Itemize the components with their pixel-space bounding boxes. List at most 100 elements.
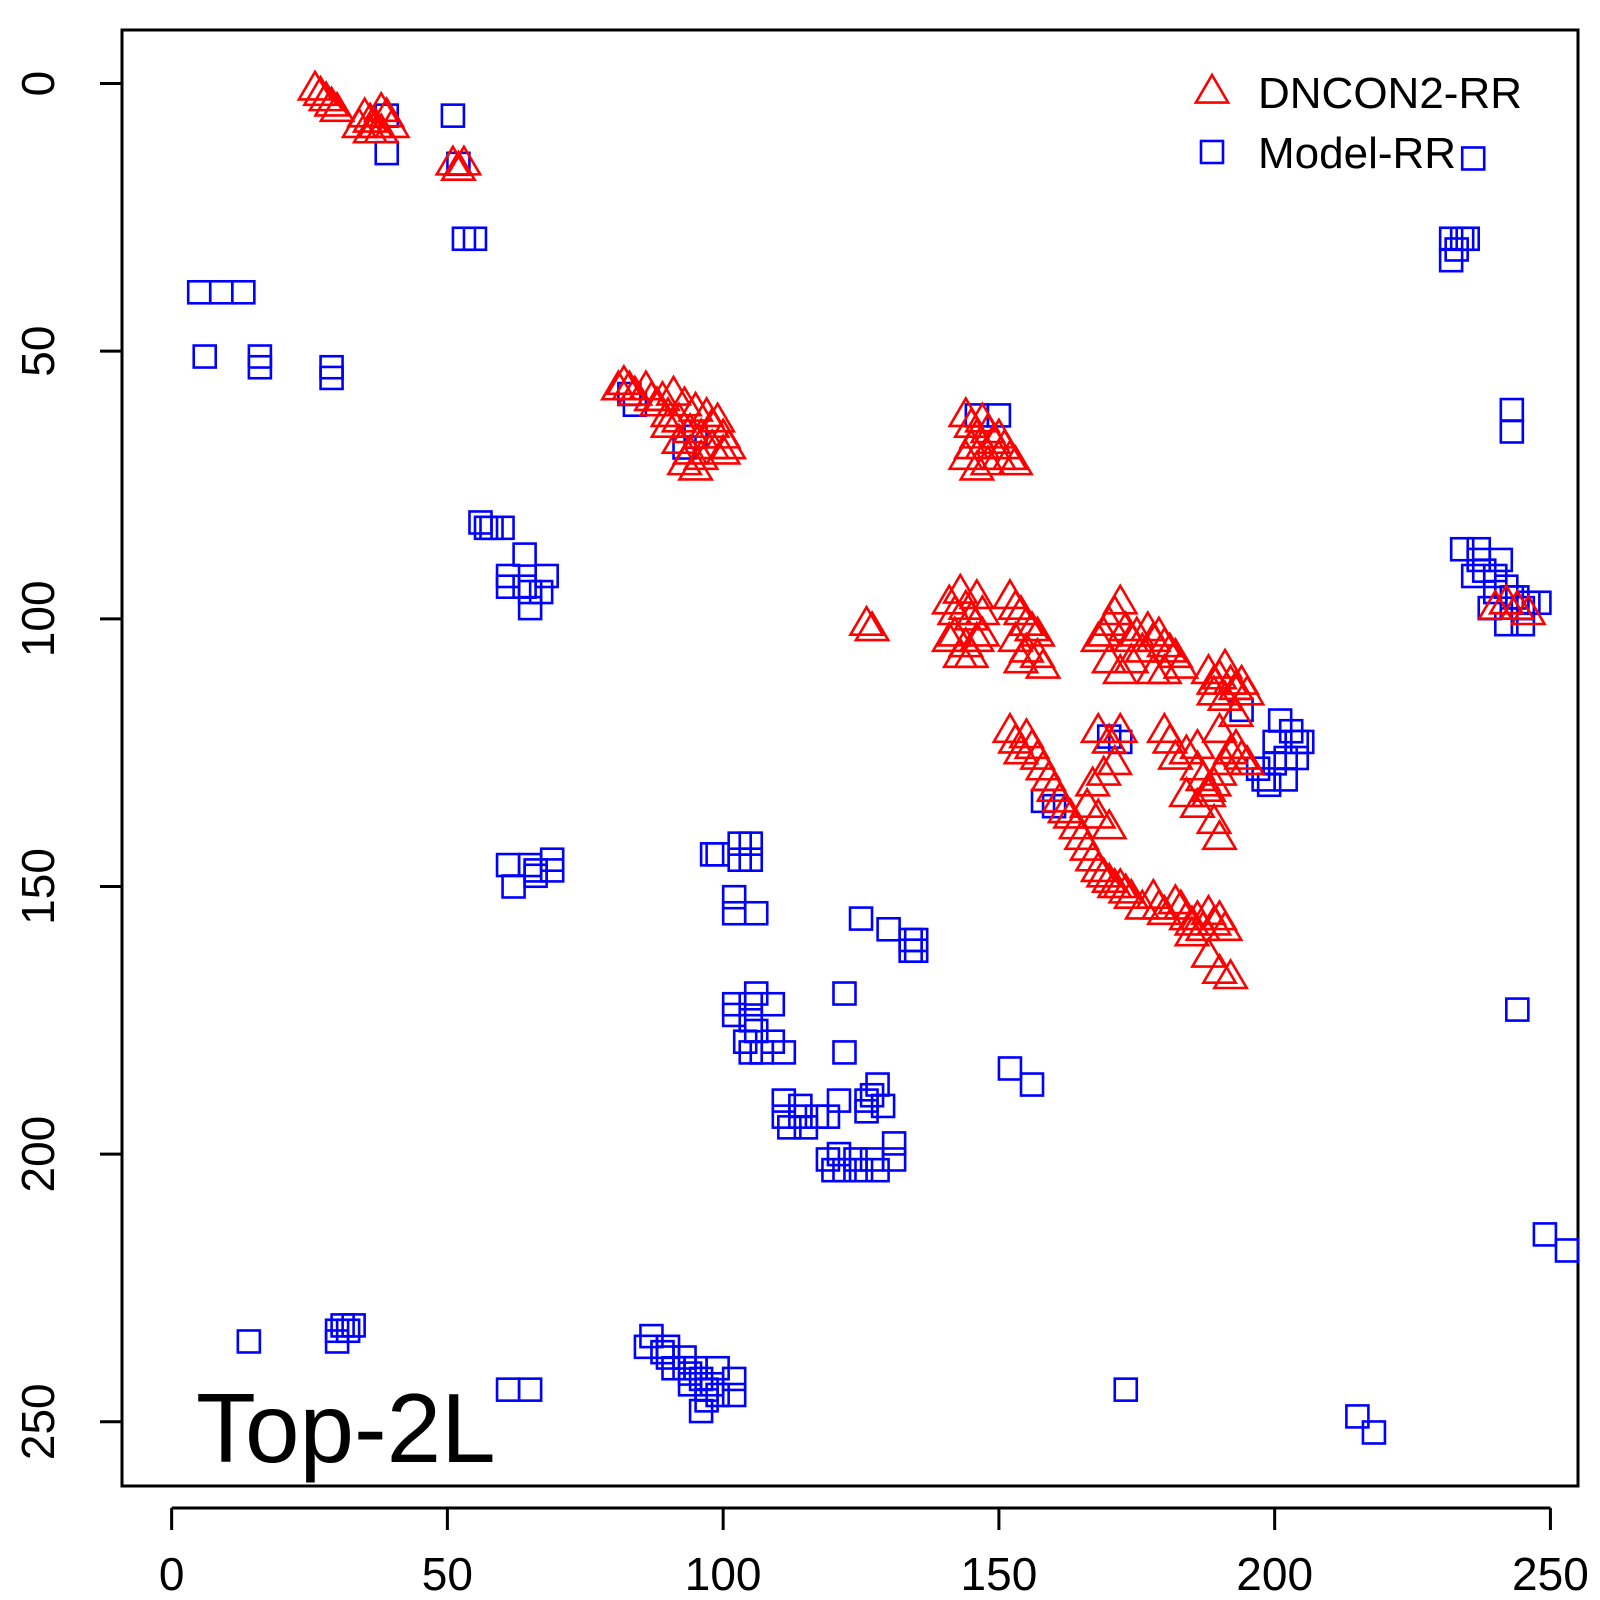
dncon2-rr-point bbox=[963, 615, 1001, 647]
model-rr-point bbox=[760, 991, 786, 1017]
x-tick-label: 0 bbox=[159, 1548, 185, 1600]
dncon2-rr-point bbox=[930, 620, 968, 653]
dncon2-rr-point bbox=[997, 444, 1034, 476]
y-tick-label: 50 bbox=[12, 326, 64, 377]
dncon2-rr-point bbox=[373, 106, 411, 139]
dncon2-rr-point bbox=[952, 599, 990, 631]
dncon2-rr-point bbox=[1168, 775, 1205, 808]
model-rr-point bbox=[743, 900, 769, 926]
model-rr-point bbox=[1256, 772, 1282, 798]
model-rr-point bbox=[903, 938, 929, 964]
dncon2-rr-point bbox=[1206, 909, 1244, 942]
dncon2-rr-point bbox=[1228, 743, 1266, 776]
y-tick-label: 0 bbox=[12, 71, 64, 97]
model-rr-point bbox=[699, 842, 725, 867]
model-rr-point bbox=[1532, 1222, 1558, 1247]
model-rr-point bbox=[986, 403, 1012, 428]
model-rr-point bbox=[440, 103, 466, 128]
dncon2-rr-point bbox=[340, 106, 378, 139]
dncon2-rr-point bbox=[318, 90, 356, 123]
dncon2-rr-point bbox=[313, 85, 350, 117]
dncon2-rr-point bbox=[1201, 711, 1238, 744]
legend-square-icon bbox=[1199, 139, 1225, 165]
legend-triangle-icon bbox=[1193, 72, 1231, 104]
model-rr-point bbox=[528, 579, 554, 605]
dncon2-rr-point bbox=[1134, 652, 1172, 685]
dncon2-rr-point bbox=[1090, 722, 1128, 754]
model-rr-point bbox=[495, 1377, 521, 1402]
dncon2-rr-point bbox=[1112, 642, 1150, 674]
dncon2-rr-point bbox=[1002, 642, 1040, 674]
model-rr-point bbox=[832, 981, 857, 1006]
dncon2-rr-point bbox=[704, 433, 742, 465]
dncon2-rr-point bbox=[1509, 593, 1547, 626]
model-rr-point bbox=[721, 884, 747, 910]
model-rr-point bbox=[721, 1366, 747, 1392]
dncon2-rr-point bbox=[1201, 818, 1238, 851]
dncon2-rr-point bbox=[1201, 952, 1238, 984]
dncon2-rr-point bbox=[1476, 588, 1514, 620]
dncon2-rr-point bbox=[1184, 909, 1222, 942]
y-tick-label: 150 bbox=[12, 848, 64, 925]
model-rr-point bbox=[462, 226, 488, 252]
model-rr-point bbox=[1251, 767, 1276, 792]
model-rr-point bbox=[341, 1313, 366, 1338]
model-rr-point bbox=[721, 900, 747, 926]
model-rr-point bbox=[848, 906, 874, 931]
model-rr-point bbox=[997, 1056, 1023, 1081]
dncon2-rr-point bbox=[1013, 609, 1051, 642]
model-rr-point bbox=[738, 831, 764, 856]
dncon2-rr-point bbox=[1190, 770, 1227, 802]
dncon2-rr-point bbox=[1179, 786, 1216, 819]
model-rr-point bbox=[1488, 547, 1514, 573]
dncon2-rr-point bbox=[362, 112, 400, 144]
dncon2-rr-point bbox=[1145, 711, 1183, 744]
dncon2-rr-point bbox=[1074, 765, 1112, 797]
dncon2-rr-point bbox=[853, 609, 891, 642]
dncon2-rr-point bbox=[1002, 733, 1040, 765]
model-rr-point bbox=[1438, 247, 1464, 273]
x-axis: 0 50 100 150 200 250 bbox=[159, 1506, 1589, 1600]
dncon2-rr-point bbox=[677, 449, 714, 481]
model-rr-point bbox=[854, 1098, 879, 1124]
dncon2-rr-point bbox=[980, 438, 1018, 471]
dncon2-rr-point bbox=[1046, 791, 1084, 824]
y-tick-label: 100 bbox=[12, 580, 64, 657]
dncon2-rr-point bbox=[1190, 775, 1227, 808]
data-marks bbox=[186, 69, 1580, 1445]
model-rr-point bbox=[517, 1377, 543, 1402]
y-tick-label: 250 bbox=[12, 1383, 64, 1460]
dncon2-rr-point bbox=[666, 385, 703, 417]
dncon2-rr-point bbox=[1195, 674, 1233, 706]
dncon2-rr-point bbox=[963, 427, 1001, 460]
series-dncon2-rr bbox=[296, 69, 1547, 990]
model-rr-point bbox=[1019, 1072, 1045, 1097]
dncon2-rr-point bbox=[1085, 754, 1123, 786]
dncon2-rr-point bbox=[1487, 583, 1525, 615]
model-rr-point bbox=[236, 1329, 262, 1354]
model-rr-point bbox=[1505, 997, 1530, 1022]
dncon2-rr-point bbox=[1079, 620, 1117, 653]
dncon2-rr-point bbox=[1107, 872, 1145, 904]
dncon2-rr-point bbox=[1228, 674, 1266, 706]
dncon2-rr-point bbox=[969, 444, 1007, 476]
dncon2-rr-point bbox=[666, 444, 703, 476]
model-rr-point bbox=[1345, 1404, 1370, 1429]
model-rr-point bbox=[192, 344, 218, 369]
dncon2-rr-point bbox=[1179, 727, 1216, 760]
dncon2-rr-point bbox=[362, 90, 400, 123]
dncon2-rr-point bbox=[1168, 733, 1205, 765]
dncon2-rr-point bbox=[1019, 615, 1056, 647]
model-rr-point bbox=[1113, 1377, 1139, 1402]
dncon2-rr-point bbox=[1101, 583, 1139, 615]
model-rr-point bbox=[876, 916, 901, 942]
dncon2-rr-point bbox=[1212, 957, 1249, 990]
dncon2-rr-point bbox=[1074, 840, 1112, 872]
model-rr-point bbox=[881, 1147, 907, 1172]
dncon2-rr-point bbox=[1101, 652, 1139, 685]
dncon2-rr-point bbox=[963, 593, 1001, 626]
model-rr-point bbox=[1361, 1420, 1387, 1445]
dncon2-rr-point bbox=[1217, 695, 1255, 728]
dncon2-rr-point bbox=[1090, 808, 1128, 840]
